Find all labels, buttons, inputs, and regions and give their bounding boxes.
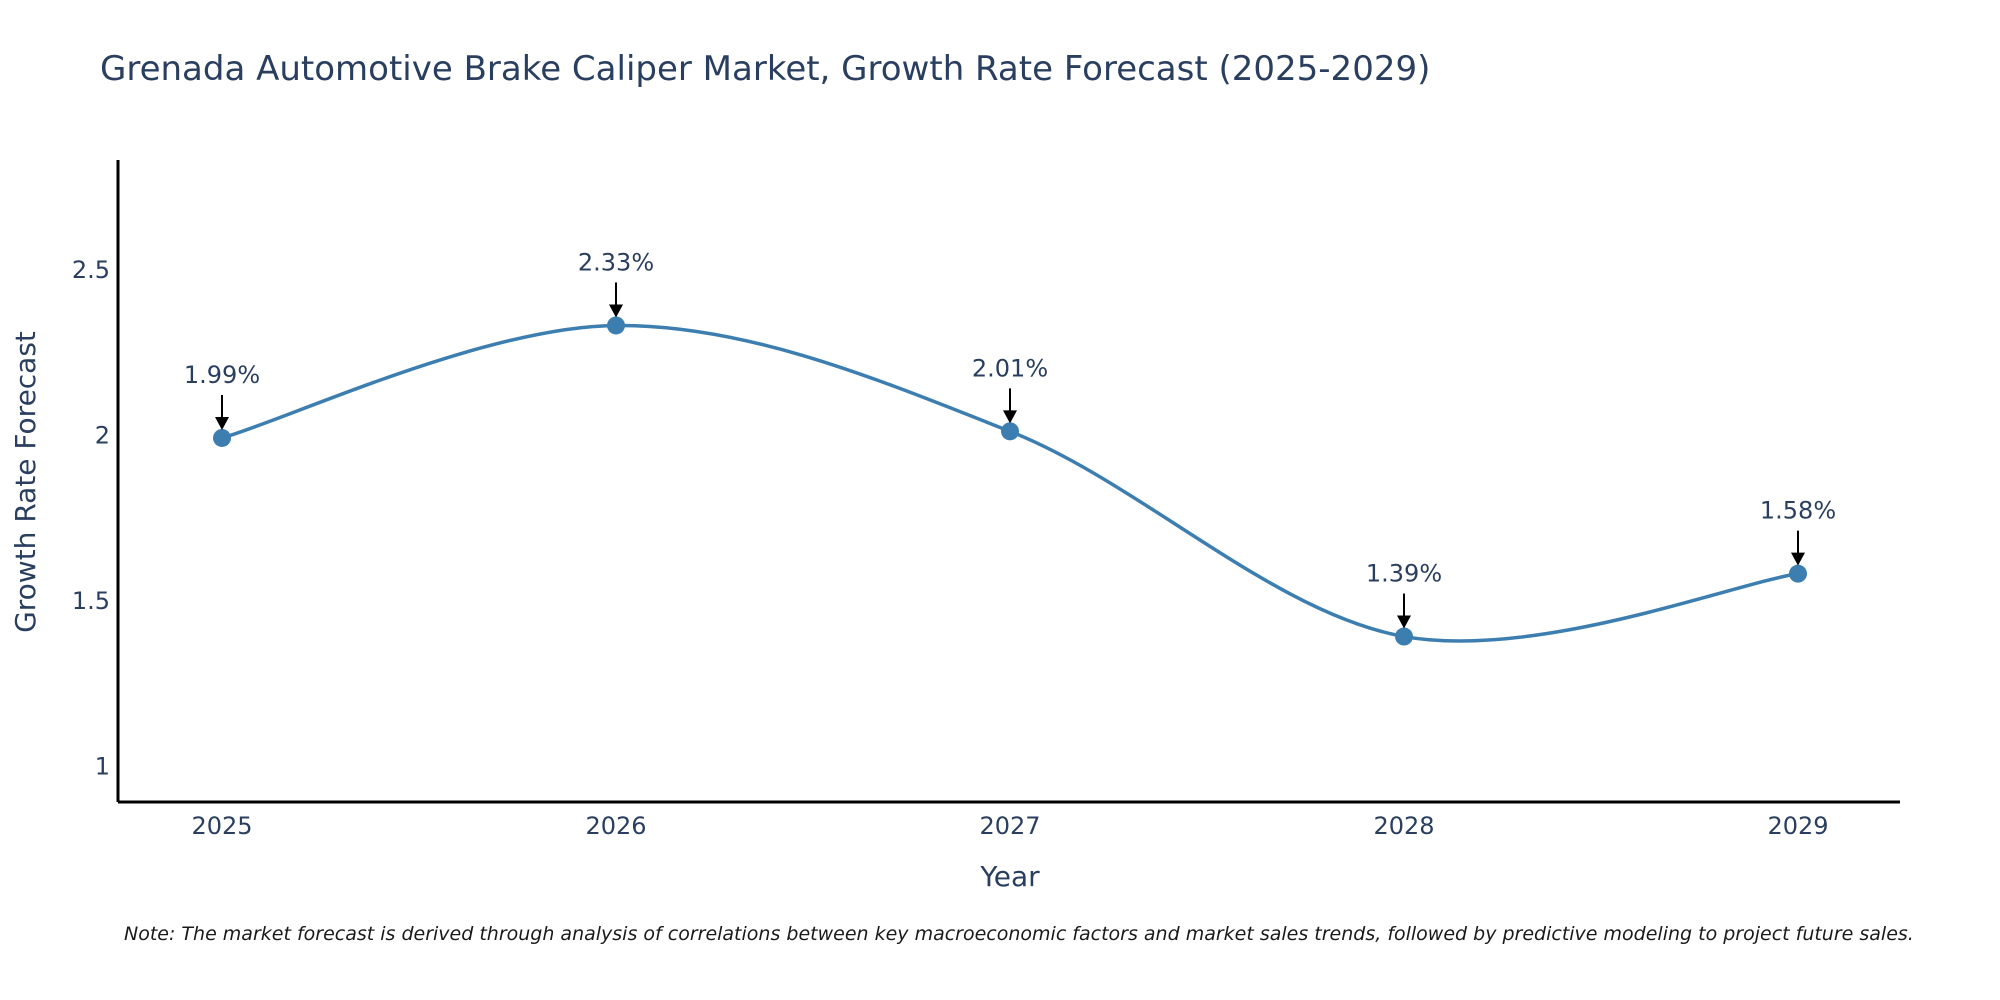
data-point (607, 316, 625, 335)
x-tick-label: 2026 (585, 812, 646, 840)
data-label: 2.01% (972, 354, 1048, 382)
data-label: 1.39% (1366, 560, 1442, 588)
y-tick-label: 1 (95, 753, 110, 781)
x-tick-label: 2028 (1373, 812, 1434, 840)
data-point (213, 428, 231, 447)
data-annotations: 1.99% 2.33% 2.01% 1.39% 1.58% (184, 248, 1836, 629)
annotation-arrowhead (215, 416, 229, 430)
annotation-arrowhead (609, 304, 623, 318)
y-tick-label: 1.5 (72, 587, 110, 615)
x-tick-label: 2029 (1767, 812, 1828, 840)
y-tick-labels: 1 1.5 2 2.5 (72, 256, 110, 780)
footnote: Note: The market forecast is derived thr… (124, 923, 1914, 945)
y-tick-label: 2 (95, 422, 110, 450)
annotation-arrowhead (1003, 410, 1017, 424)
data-label: 1.99% (184, 361, 260, 389)
y-axis-title: Growth Rate Forecast (9, 331, 42, 633)
annotation-arrowhead (1791, 552, 1805, 566)
data-point (1395, 627, 1413, 646)
chart-title: Grenada Automotive Brake Caliper Market,… (100, 49, 1430, 89)
annotation-arrowhead (1397, 615, 1411, 629)
data-point (1789, 564, 1807, 583)
data-label: 1.58% (1760, 497, 1836, 525)
data-point (1001, 422, 1019, 441)
data-markers (213, 316, 1807, 646)
x-tick-label: 2027 (979, 812, 1040, 840)
y-tick-label: 2.5 (72, 256, 110, 284)
x-tick-labels: 2025 2026 2027 2028 2029 (191, 812, 1828, 840)
x-tick-label: 2025 (191, 812, 252, 840)
data-label: 2.33% (578, 248, 654, 276)
x-axis-title: Year (979, 860, 1040, 893)
